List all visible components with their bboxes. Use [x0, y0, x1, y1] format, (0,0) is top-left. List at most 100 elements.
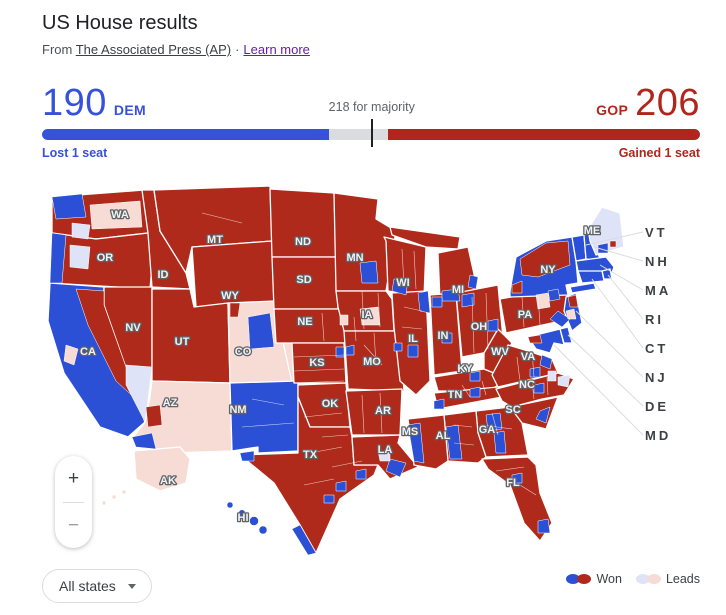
district-patch[interactable] — [445, 424, 463, 460]
district-patch[interactable] — [441, 288, 461, 302]
district-patch[interactable] — [229, 302, 241, 318]
district-patch[interactable] — [487, 318, 499, 332]
district-patch[interactable] — [547, 370, 557, 382]
state-sd[interactable] — [271, 256, 339, 310]
state-hi[interactable] — [249, 516, 259, 526]
district-patch[interactable] — [469, 370, 481, 382]
district-patch[interactable] — [533, 382, 545, 394]
district-patch[interactable] — [519, 240, 571, 278]
district-patch[interactable] — [433, 398, 445, 410]
district-patch[interactable] — [565, 308, 577, 320]
district-patch[interactable] — [467, 274, 479, 290]
district-patch[interactable] — [335, 346, 345, 358]
callout-leader-line — [553, 344, 644, 436]
callout-leader-line — [585, 231, 644, 246]
chevron-down-icon — [127, 583, 136, 589]
district-patch[interactable] — [485, 412, 503, 432]
district-patch[interactable] — [377, 450, 391, 462]
district-patch[interactable] — [417, 290, 431, 314]
ak-aleutians — [121, 489, 127, 495]
district-patch[interactable] — [345, 344, 355, 356]
all-states-dropdown[interactable]: All states — [42, 569, 152, 603]
district-patch[interactable] — [493, 430, 507, 454]
zoom-out-button[interactable]: − — [55, 503, 92, 549]
us-map-svg[interactable]: WAORCANVIDMTWYUTCOAZNMNDSDNEKSOKTXMNIAMO… — [42, 185, 682, 575]
district-patch[interactable] — [527, 334, 543, 344]
state-ct[interactable] — [577, 270, 605, 284]
district-patch[interactable] — [529, 366, 541, 378]
all-states-dropdown-label: All states — [59, 578, 116, 594]
district-patch[interactable] — [535, 406, 551, 424]
district-patch[interactable] — [323, 494, 335, 504]
district-patch[interactable] — [539, 354, 553, 370]
district-patch[interactable] — [291, 524, 317, 556]
learn-more-link[interactable]: Learn more — [243, 42, 310, 57]
district-patch[interactable] — [63, 344, 79, 366]
district-patch[interactable] — [441, 332, 453, 344]
district-patch[interactable] — [393, 342, 403, 352]
district-patches-layer[interactable] — [49, 193, 617, 556]
state-md[interactable] — [527, 328, 565, 354]
state-mi-upper[interactable] — [389, 226, 461, 250]
district-patch[interactable] — [511, 472, 523, 484]
district-patch[interactable] — [51, 193, 87, 220]
district-patch[interactable] — [71, 222, 91, 240]
district-patch[interactable] — [549, 310, 571, 328]
district-patch[interactable] — [247, 312, 275, 350]
state-hi[interactable] — [258, 525, 268, 535]
callout-leader-line — [593, 246, 644, 262]
states-layer[interactable] — [47, 185, 625, 554]
dem-seat-count: 190 — [42, 82, 107, 124]
callout-label-de: DE — [645, 399, 670, 414]
state-nd[interactable] — [269, 188, 337, 258]
state-ny-long-island[interactable] — [569, 282, 597, 294]
district-patch[interactable] — [49, 232, 67, 284]
legend-item-won: Won — [566, 572, 622, 586]
district-patch[interactable] — [511, 280, 523, 294]
district-patch[interactable] — [461, 292, 475, 308]
district-patch[interactable] — [69, 244, 91, 270]
district-patch[interactable] — [567, 294, 579, 308]
zoom-in-button[interactable]: + — [55, 456, 92, 502]
legend-won-label: Won — [596, 572, 622, 586]
district-patch[interactable] — [145, 404, 163, 428]
district-patch[interactable] — [407, 422, 425, 464]
district-patch[interactable] — [469, 386, 481, 398]
state-ar[interactable] — [345, 388, 403, 436]
district-patch[interactable] — [597, 242, 609, 254]
district-patch[interactable] — [239, 450, 255, 462]
district-patch[interactable] — [355, 468, 367, 480]
district-patch[interactable] — [609, 240, 617, 248]
state-hi[interactable] — [238, 509, 246, 517]
dem-won-swatch — [566, 574, 581, 584]
district-patch[interactable] — [407, 344, 419, 358]
ap-source-link[interactable]: The Associated Press (AP) — [75, 42, 232, 57]
dem-seat-change: Lost 1 seat — [42, 146, 108, 160]
state-il[interactable] — [391, 290, 431, 396]
state-ak[interactable] — [133, 446, 191, 492]
callout-label-vt: VT — [645, 225, 668, 240]
district-patch[interactable] — [537, 518, 551, 534]
state-nm[interactable] — [229, 380, 299, 454]
district-patch[interactable] — [89, 200, 143, 230]
state-ma[interactable] — [575, 256, 615, 274]
district-patch[interactable] — [125, 364, 153, 423]
callout-label-nh: NH — [645, 254, 670, 269]
district-patch[interactable] — [335, 480, 347, 492]
district-patch[interactable] — [131, 432, 157, 450]
scoreboard: 190 DEM GOP 206 218 for majority — [42, 80, 700, 122]
district-patch[interactable] — [557, 374, 571, 388]
state-wy[interactable] — [191, 240, 275, 308]
callout-leader-line — [567, 334, 644, 407]
east-coast-callout-labels: VT NH MA RI CT NJ DE MD — [645, 218, 671, 450]
us-house-map[interactable]: WA OR CA NV ID MT WY UT CO AZ NM ND SD NE KS OK TX MN IA MO… — [42, 185, 682, 575]
state-hi[interactable] — [226, 501, 234, 509]
won-swatches — [566, 574, 592, 584]
page-title: US House results — [42, 12, 198, 34]
district-patch[interactable] — [385, 458, 407, 478]
district-patch[interactable] — [535, 292, 551, 310]
district-patch[interactable] — [431, 296, 443, 308]
district-patch[interactable] — [359, 260, 379, 284]
district-patch[interactable] — [547, 288, 561, 302]
district-patch[interactable] — [339, 314, 349, 326]
